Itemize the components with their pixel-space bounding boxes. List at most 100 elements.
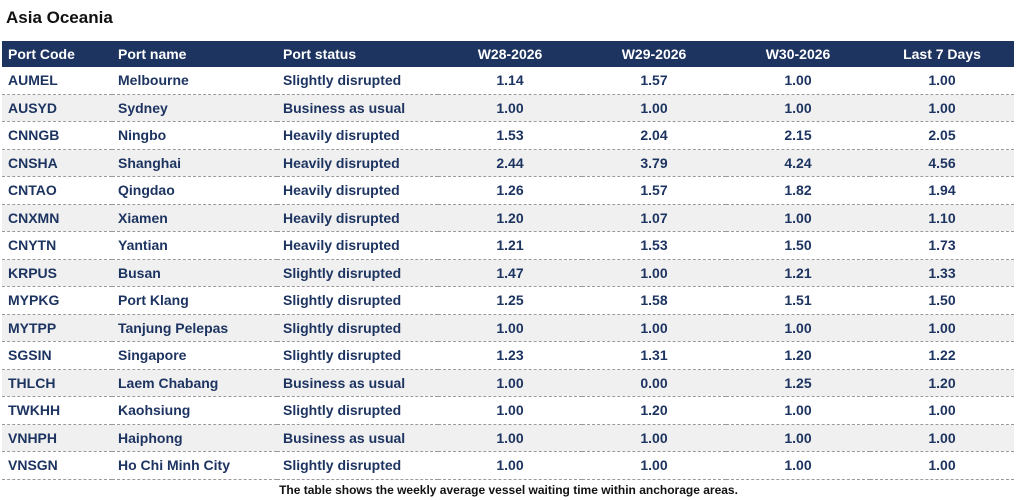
- table-row: VNSGN Ho Chi Minh City Slightly disrupted 1…: [2, 451, 1014, 480]
- cell-port-name: Singapore: [112, 341, 277, 370]
- cell-w29: 0.00: [582, 369, 726, 397]
- cell-w30: 1.00: [726, 67, 870, 95]
- table-header-row: Port Code Port name Port status W28-2026…: [2, 41, 1014, 67]
- cell-w30: 1.20: [726, 341, 870, 370]
- cell-port-code: VNSGN: [2, 451, 112, 480]
- table-row: SGSIN Singapore Slightly disrupted 1.23 1.31…: [2, 341, 1014, 370]
- cell-port-name: Yantian: [112, 231, 277, 260]
- cell-port-status: Heavily disrupted: [277, 231, 438, 260]
- cell-port-status: Slightly disrupted: [277, 314, 438, 342]
- cell-w30: 1.21: [726, 259, 870, 287]
- cell-w30: 1.51: [726, 286, 870, 315]
- table-row: THLCH Laem Chabang Business as usual 1.00 0.…: [2, 369, 1014, 397]
- cell-port-status: Slightly disrupted: [277, 286, 438, 315]
- table-row: CNNGB Ningbo Heavily disrupted 1.53 2.04 2.15…: [2, 121, 1014, 150]
- cell-w28: 1.53: [438, 121, 582, 150]
- cell-port-name: Qingdao: [112, 176, 277, 205]
- cell-last-7-days: 1.00: [870, 396, 1014, 425]
- column-header-last-7-days: Last 7 Days: [870, 41, 1014, 67]
- cell-port-status: Heavily disrupted: [277, 204, 438, 232]
- cell-port-code: SGSIN: [2, 341, 112, 370]
- cell-port-name: Busan: [112, 259, 277, 287]
- cell-w30: 1.00: [726, 424, 870, 452]
- table-row: CNXMN Xiamen Heavily disrupted 1.20 1.07 1.00…: [2, 204, 1014, 232]
- cell-w28: 1.00: [438, 369, 582, 397]
- cell-w30: 1.00: [726, 94, 870, 122]
- cell-w28: 2.44: [438, 149, 582, 177]
- cell-port-name: Laem Chabang: [112, 369, 277, 397]
- cell-w30: 1.00: [726, 396, 870, 425]
- cell-w29: 1.00: [582, 259, 726, 287]
- table-row: AUMEL Melbourne Slightly disrupted 1.14 1.57…: [2, 67, 1014, 95]
- cell-port-name: Haiphong: [112, 424, 277, 452]
- cell-port-status: Business as usual: [277, 424, 438, 452]
- column-header-port-status: Port status: [277, 41, 438, 67]
- cell-port-status: Slightly disrupted: [277, 67, 438, 95]
- column-header-port-name: Port name: [112, 41, 277, 67]
- cell-port-status: Heavily disrupted: [277, 176, 438, 205]
- cell-w28: 1.26: [438, 176, 582, 205]
- cell-port-name: Kaohsiung: [112, 396, 277, 425]
- cell-last-7-days: 1.00: [870, 451, 1014, 480]
- cell-last-7-days: 2.05: [870, 121, 1014, 150]
- cell-port-code: CNNGB: [2, 121, 112, 150]
- cell-port-code: AUMEL: [2, 67, 112, 95]
- cell-port-name: Port Klang: [112, 286, 277, 315]
- cell-port-status: Slightly disrupted: [277, 259, 438, 287]
- cell-w28: 1.00: [438, 396, 582, 425]
- table-row: MYTPP Tanjung Pelepas Slightly disrupted 1.…: [2, 314, 1014, 342]
- port-table: Port Code Port name Port status W28-2026…: [2, 41, 1014, 480]
- cell-last-7-days: 1.73: [870, 231, 1014, 260]
- cell-w30: 1.25: [726, 369, 870, 397]
- cell-w29: 1.57: [582, 67, 726, 95]
- cell-last-7-days: 1.22: [870, 341, 1014, 370]
- table-caption: The table shows the weekly average vesse…: [279, 483, 738, 497]
- cell-last-7-days: 1.94: [870, 176, 1014, 205]
- cell-w30: 1.00: [726, 451, 870, 480]
- table-row: CNTAO Qingdao Heavily disrupted 1.26 1.57 1.8…: [2, 176, 1014, 205]
- cell-last-7-days: 1.50: [870, 286, 1014, 315]
- cell-port-code: CNSHA: [2, 149, 112, 177]
- cell-w28: 1.21: [438, 231, 582, 260]
- cell-port-status: Business as usual: [277, 369, 438, 397]
- cell-port-name: Xiamen: [112, 204, 277, 232]
- cell-port-code: VNHPH: [2, 424, 112, 452]
- cell-last-7-days: 1.00: [870, 314, 1014, 342]
- cell-port-name: Ningbo: [112, 121, 277, 150]
- cell-w29: 1.00: [582, 451, 726, 480]
- cell-w28: 1.14: [438, 67, 582, 95]
- cell-port-status: Slightly disrupted: [277, 341, 438, 370]
- cell-w28: 1.47: [438, 259, 582, 287]
- cell-w28: 1.25: [438, 286, 582, 315]
- cell-w28: 1.00: [438, 451, 582, 480]
- cell-port-status: Heavily disrupted: [277, 121, 438, 150]
- cell-w29: 2.04: [582, 121, 726, 150]
- cell-port-code: TWKHH: [2, 396, 112, 425]
- table-row: VNHPH Haiphong Business as usual 1.00 1.00 1.…: [2, 424, 1014, 452]
- page-title: Asia Oceania: [6, 8, 113, 27]
- cell-w28: 1.00: [438, 424, 582, 452]
- cell-port-code: CNYTN: [2, 231, 112, 260]
- cell-w28: 1.00: [438, 314, 582, 342]
- column-header-port-code: Port Code: [2, 41, 112, 67]
- cell-port-code: THLCH: [2, 369, 112, 397]
- cell-port-code: MYPKG: [2, 286, 112, 315]
- table-row: AUSYD Sydney Business as usual 1.00 1.00 1.00…: [2, 94, 1014, 122]
- table-row: CNYTN Yantian Heavily disrupted 1.21 1.53 1.5…: [2, 231, 1014, 260]
- cell-w29: 1.58: [582, 286, 726, 315]
- cell-port-code: CNXMN: [2, 204, 112, 232]
- column-header-w30: W30-2026: [726, 41, 870, 67]
- table-row: TWKHH Kaohsiung Slightly disrupted 1.00 1.20…: [2, 396, 1014, 425]
- cell-w29: 1.00: [582, 424, 726, 452]
- table-row: CNSHA Shanghai Heavily disrupted 2.44 3.79 4.…: [2, 149, 1014, 177]
- cell-last-7-days: 1.00: [870, 67, 1014, 95]
- cell-last-7-days: 1.20: [870, 369, 1014, 397]
- cell-last-7-days: 1.00: [870, 424, 1014, 452]
- cell-last-7-days: 4.56: [870, 149, 1014, 177]
- cell-port-code: AUSYD: [2, 94, 112, 122]
- cell-port-code: CNTAO: [2, 176, 112, 205]
- cell-port-name: Shanghai: [112, 149, 277, 177]
- cell-w29: 1.57: [582, 176, 726, 205]
- cell-w29: 1.00: [582, 314, 726, 342]
- cell-w29: 3.79: [582, 149, 726, 177]
